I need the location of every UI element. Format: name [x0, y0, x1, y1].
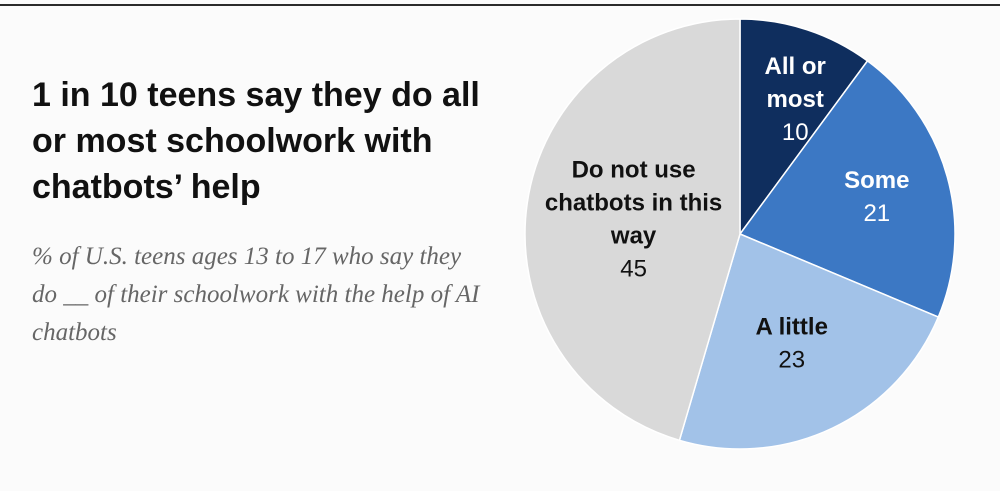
- slice-label-do-not-use-chatbots-in-this-way: chatbots in this: [545, 190, 722, 217]
- slice-label-all-or-most: most: [767, 86, 824, 113]
- pie-slice-do-not-use-chatbots-in-this-way: [524, 18, 741, 442]
- slice-value-some: 21: [863, 200, 890, 227]
- pie-slice-all-or-most: [739, 18, 869, 237]
- slice-value-a-little: 23: [778, 347, 805, 374]
- slice-label-do-not-use-chatbots-in-this-way: Do not use: [572, 157, 696, 184]
- slice-label-some: Some: [844, 167, 909, 194]
- chart-title: 1 in 10 teens say they do all or most sc…: [32, 76, 480, 206]
- slice-label-all-or-most: All or: [765, 53, 826, 80]
- slice-value-all-or-most: 10: [782, 119, 809, 146]
- slice-value-do-not-use-chatbots-in-this-way: 45: [620, 256, 647, 283]
- slice-label-a-little: A little: [755, 314, 827, 341]
- pie-slice-a-little: [678, 232, 940, 450]
- slice-label-do-not-use-chatbots-in-this-way: way: [610, 223, 657, 250]
- pie-slice-some: [738, 59, 956, 319]
- top-rule: [0, 4, 1000, 6]
- chart-subtitle: % of U.S. teens ages 13 to 17 who say th…: [32, 243, 480, 346]
